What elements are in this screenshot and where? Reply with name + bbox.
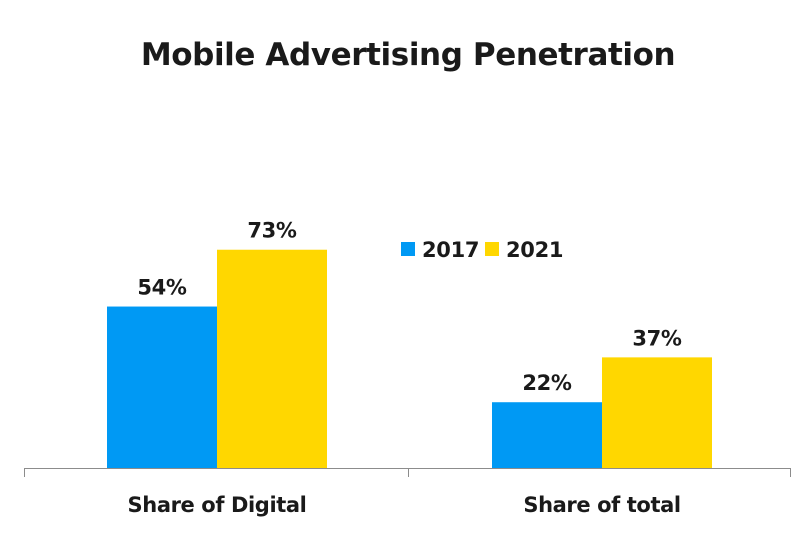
legend-label-2017: 2017: [422, 238, 479, 262]
bar-share-of-total-2017: [492, 402, 602, 468]
x-axis: Share of Digital Share of total: [24, 468, 791, 517]
data-label-share-of-digital-2021: 73%: [247, 219, 297, 243]
data-label-share-of-total-2017: 22%: [522, 371, 572, 395]
category-label-share-of-digital: Share of Digital: [128, 493, 307, 517]
legend-swatch-2021: [485, 242, 499, 256]
bars-layer: [107, 249, 712, 468]
bar-share-of-total-2021: [602, 357, 712, 468]
legend-swatch-2017: [401, 242, 415, 256]
chart-title: Mobile Advertising Penetration: [141, 37, 675, 73]
data-label-share-of-digital-2017: 54%: [137, 276, 187, 300]
data-label-share-of-total-2021: 37%: [632, 326, 682, 350]
bar-share-of-digital-2021: [217, 249, 327, 468]
bar-share-of-digital-2017: [107, 306, 217, 468]
data-labels-layer: 54% 73% 22% 37%: [137, 219, 682, 395]
legend: 2017 2021: [401, 238, 564, 262]
category-label-share-of-total: Share of total: [523, 493, 680, 517]
legend-label-2021: 2021: [506, 238, 563, 262]
